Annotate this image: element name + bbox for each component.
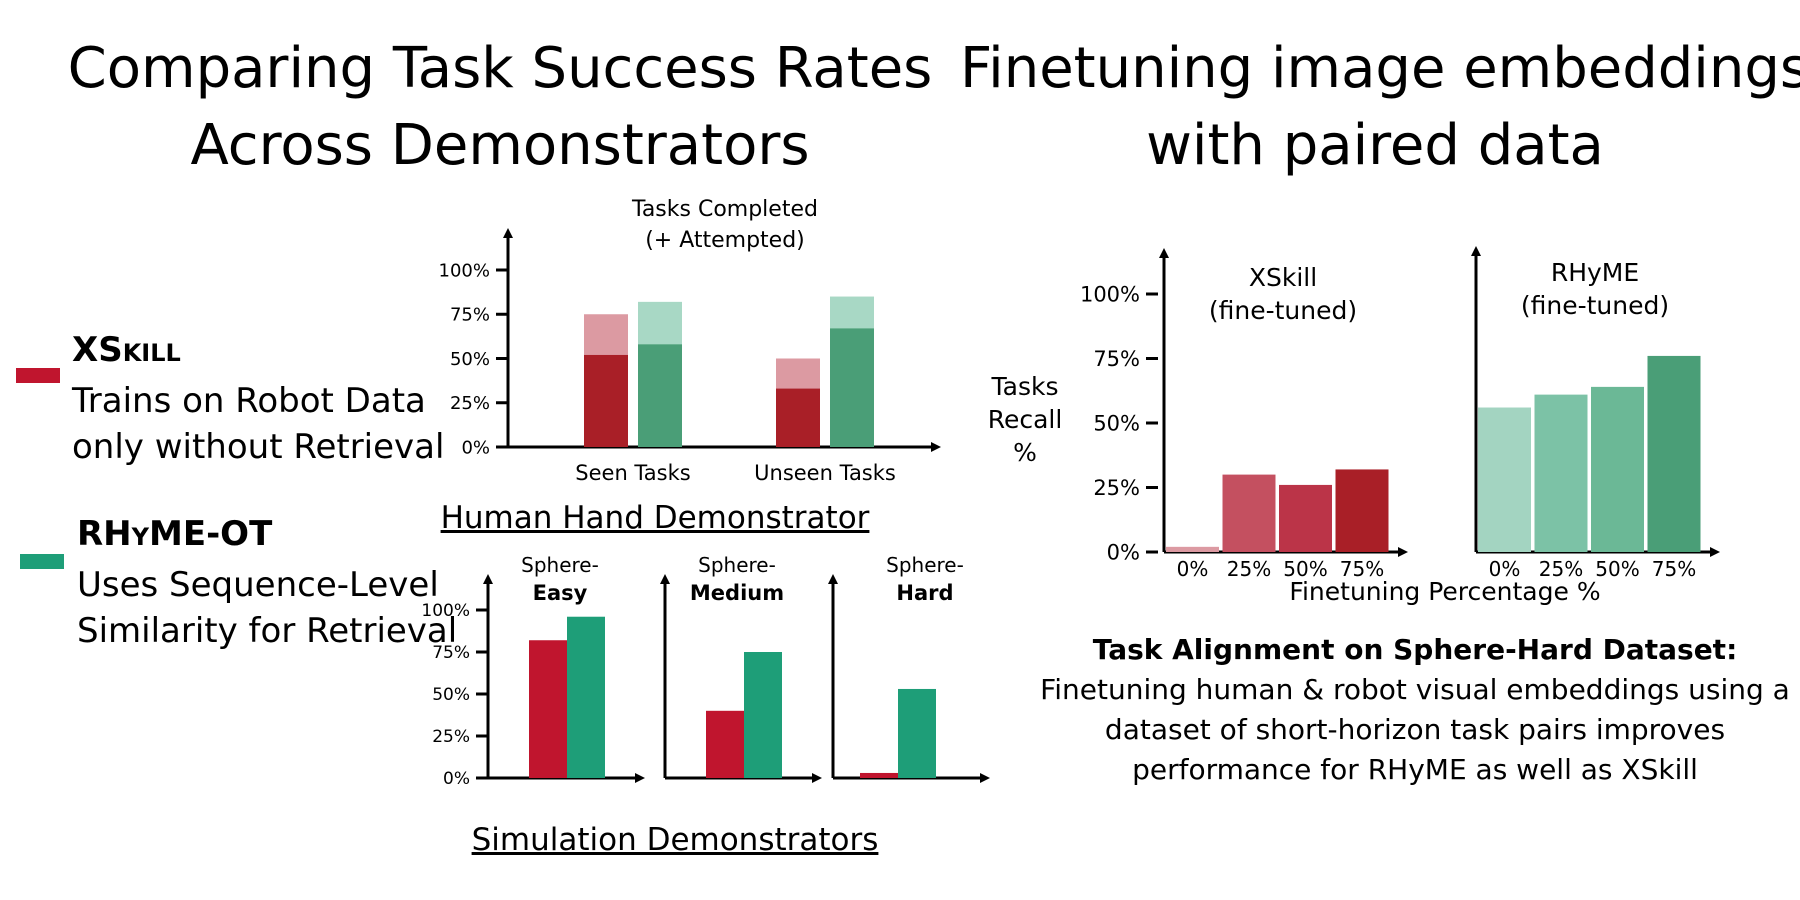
finetune-panel-title: XSkill [1249,263,1317,292]
finetune-xtick-label: 50% [1283,557,1327,581]
human-ytick-label: 100% [439,260,490,281]
sim-panel-label-top: Sphere- [698,553,776,577]
finetune-bar-xskill [1166,546,1219,552]
finetune-xtick-label: 50% [1595,557,1639,581]
note-block: Task Alignment on Sphere-Hard Dataset: F… [1040,630,1790,790]
title-right: Finetuning image embeddings with paired … [960,30,1800,184]
finetune-bar-xskill [1279,484,1332,552]
finetune-bar-xskill [1222,474,1276,552]
human-ytick-label: 50% [450,349,490,370]
finetune-xtick-label: 75% [1340,557,1384,581]
finetune-bar-xskill [1335,469,1389,552]
finetune-xtick-label: 0% [1489,557,1521,581]
legend-desc-xskill: Trains on Robot Data only without Retrie… [72,378,444,470]
sim-bar-rhyme [567,616,605,778]
legend-name-rhyme: RHyME-OT [77,514,273,554]
sim-panel-label-top: Sphere- [521,553,599,577]
human-bar-completed-xskill [584,354,628,447]
sim-ytick-label: 0% [443,769,470,789]
sim-ytick-label: 25% [432,727,470,747]
title-left-line2: Across Demonstrators [190,113,810,178]
legend-desc-xskill-line1: Trains on Robot Data [72,381,426,421]
finetune-bar-rhyme [1591,386,1644,552]
human-ytick-label: 25% [450,393,490,414]
finetune-ylabel: Recall [988,405,1063,434]
legend-swatch-xskill [16,368,60,383]
legend-desc-rhyme-line1: Uses Sequence-Level [77,565,439,605]
note-line3: performance for RHyME as well as XSkill [1132,753,1698,786]
caption-simulation: Simulation Demonstrators [471,822,879,858]
sim-panel-label-bold: Hard [896,581,953,605]
human-chart-title: Tasks Completed [631,197,818,222]
human-ytick-label: 0% [461,437,490,458]
human-bar-completed-xskill [776,388,820,447]
legend-desc-rhyme-line2: Similarity for Retrieval [77,611,458,651]
human-chart-title: (+ Attempted) [645,228,805,253]
human-xtick-label: Seen Tasks [575,461,690,485]
sim-bar-rhyme [744,652,782,778]
finetune-panel-title: RHyME [1551,258,1639,287]
human-xtick-label: Unseen Tasks [754,461,896,485]
sim-panel-label-bold: Easy [533,581,588,605]
sim-bar-xskill [706,710,744,778]
sim-ytick-label: 75% [432,643,470,663]
finetune-ytick-label: 100% [1080,282,1140,306]
finetune-ytick-label: 50% [1093,411,1140,435]
finetune-panel-title: (fine-tuned) [1209,296,1357,325]
note-heading: Task Alignment on Sphere-Hard Dataset: [1092,633,1738,666]
finetune-ylabel: Tasks [991,372,1059,401]
finetune-bar-rhyme [1647,355,1701,552]
note-line2: dataset of short-horizon task pairs impr… [1104,713,1726,746]
title-right-line2: with paired data [1146,113,1604,178]
finetune-panel-title: (fine-tuned) [1521,291,1669,320]
note-line1: Finetuning human & robot visual embeddin… [1040,673,1790,706]
sim-ytick-label: 100% [421,601,470,621]
title-left-line1: Comparing Task Success Rates [67,36,933,101]
legend-name-xskill: XSkill [72,330,181,370]
finetune-xlabel: Finetuning Percentage % [1289,577,1600,606]
legend-swatch-rhyme [20,554,64,569]
finetune-ytick-label: 25% [1093,476,1140,500]
title-left: Comparing Task Success Rates Across Demo… [60,30,940,184]
finetune-xtick-label: 25% [1539,557,1583,581]
finetune-bar-rhyme [1478,407,1531,552]
title-right-line1: Finetuning image embeddings [960,36,1800,101]
finetune-bar-rhyme [1534,394,1588,552]
finetune-ytick-label: 75% [1093,347,1140,371]
human-bar-completed-rhyme [830,328,874,447]
finetune-ytick-label: 0% [1107,540,1140,564]
sim-bar-rhyme [898,688,936,778]
human-ytick-label: 75% [450,305,490,326]
sim-panel-label-top: Sphere- [886,553,964,577]
sim-bar-xskill [529,640,567,778]
sim-panel-label-bold: Medium [690,581,784,605]
finetune-xtick-label: 75% [1652,557,1696,581]
finetune-xtick-label: 0% [1177,557,1209,581]
finetune-xtick-label: 25% [1227,557,1271,581]
legend-desc-rhyme: Uses Sequence-Level Similarity for Retri… [77,562,457,654]
caption-human: Human Hand Demonstrator [440,500,870,536]
sim-ytick-label: 50% [432,685,470,705]
sim-bar-xskill [860,772,898,778]
finetune-ylabel: % [1013,438,1037,467]
human-bar-completed-rhyme [638,344,682,447]
legend-desc-xskill-line2: only without Retrieval [72,427,445,467]
